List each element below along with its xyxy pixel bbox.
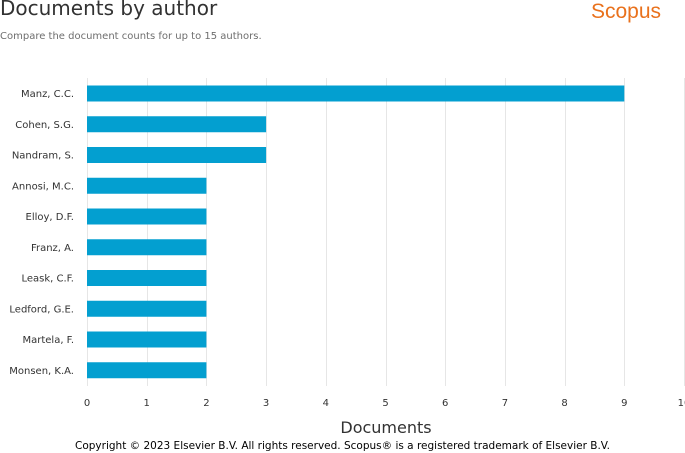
- bar[interactable]: [87, 116, 267, 133]
- x-tick-label: 2: [203, 398, 209, 409]
- bar[interactable]: [87, 270, 207, 286]
- author-label: Nandram, S.: [12, 151, 74, 162]
- bar[interactable]: [87, 208, 207, 225]
- x-tick-label: 1: [144, 398, 150, 409]
- author-label: Franz, A.: [31, 243, 74, 254]
- bar[interactable]: [87, 177, 207, 194]
- documents-by-author-chart: Manz, C.C. Cohen, S.G. Nandram, S. Annosi, …: [9, 78, 685, 437]
- page-subtitle: Compare the document counts for up to 15…: [0, 31, 262, 42]
- bar[interactable]: [87, 239, 207, 256]
- x-tick-label: 7: [502, 398, 508, 409]
- x-tick-label: 10: [678, 398, 685, 409]
- bar[interactable]: [87, 300, 207, 317]
- copyright-notice: Copyright © 2023 Elsevier B.V. All right…: [75, 440, 610, 452]
- author-label: Manz, C.C.: [21, 89, 74, 100]
- category-labels: Manz, C.C. Cohen, S.G. Nandram, S. Annosi, …: [9, 89, 74, 377]
- author-label: Leask, C.F.: [21, 274, 74, 285]
- x-axis-title: Documents: [340, 418, 431, 437]
- scopus-logo[interactable]: Scopus: [590, 0, 661, 23]
- x-tick-label: 9: [621, 398, 627, 409]
- author-label: Monsen, K.A.: [9, 366, 74, 377]
- author-label: Martela, F.: [22, 335, 74, 346]
- bars: [87, 85, 625, 379]
- x-tick-label: 8: [561, 398, 567, 409]
- x-tick-label: 6: [442, 398, 448, 409]
- x-tick-labels: 0 1 2 3 4 5 6 7 8 9 10: [84, 398, 685, 409]
- x-tick-label: 0: [84, 398, 90, 409]
- x-tick-label: 4: [323, 398, 329, 409]
- bar[interactable]: [87, 85, 625, 102]
- page-title: Documents by author: [0, 0, 218, 20]
- x-tick-label: 3: [263, 398, 269, 409]
- author-label: Cohen, S.G.: [15, 120, 74, 131]
- x-tick-label: 5: [382, 398, 388, 409]
- bar[interactable]: [87, 147, 267, 163]
- author-label: Elloy, D.F.: [26, 212, 74, 223]
- author-label: Ledford, G.E.: [9, 304, 74, 315]
- author-label: Annosi, M.C.: [12, 181, 74, 192]
- bar[interactable]: [87, 362, 207, 379]
- bar[interactable]: [87, 331, 207, 348]
